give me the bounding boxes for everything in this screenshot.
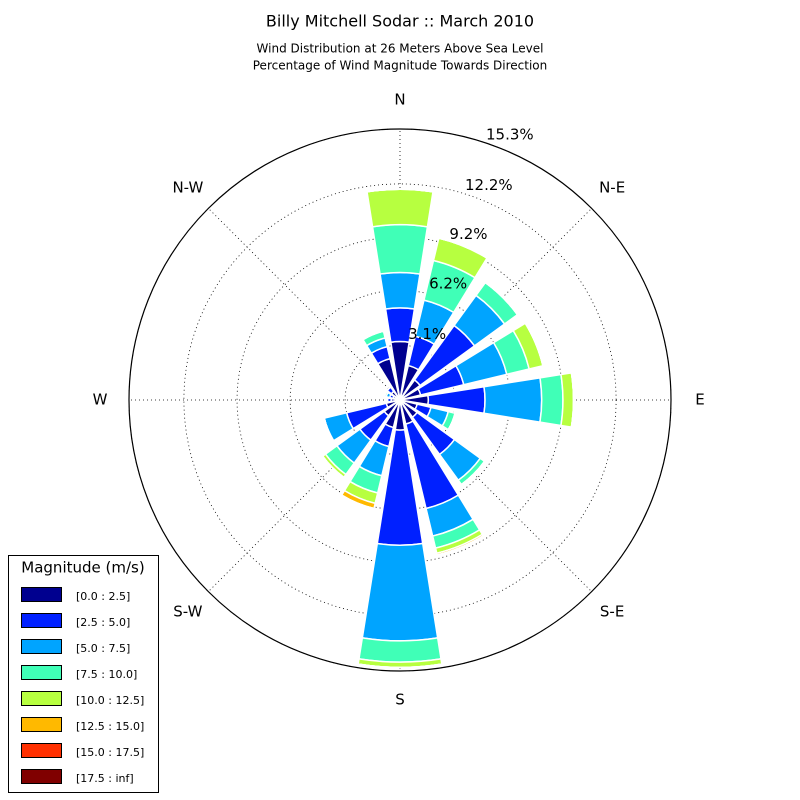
outer-circle	[128, 128, 672, 672]
legend-label: [12.5 : 15.0]	[76, 720, 144, 733]
wedge	[371, 223, 429, 275]
legend-swatch	[21, 743, 62, 758]
direction-label: W	[93, 391, 108, 409]
legend-label: [0.0 : 2.5]	[76, 590, 130, 603]
r-tick-label: 12.2%	[465, 176, 513, 194]
legend-label: [15.0 : 17.5]	[76, 746, 144, 759]
spoke	[208, 208, 401, 401]
legend-swatch	[21, 639, 62, 654]
legend-label: [10.0 : 12.5]	[76, 694, 144, 707]
r-tick-label: 3.1%	[408, 325, 446, 343]
wedge	[539, 373, 564, 427]
wedge	[483, 376, 543, 424]
direction-label: S-W	[173, 603, 202, 621]
wedge	[322, 455, 345, 478]
legend-swatch	[21, 665, 62, 680]
wedge	[362, 330, 384, 341]
direction-label: N-E	[599, 178, 625, 196]
legend-swatch	[21, 769, 62, 784]
wedge	[560, 371, 575, 429]
wedge	[438, 237, 488, 259]
wedge	[361, 542, 439, 642]
legend-swatch	[21, 587, 62, 602]
wedge	[383, 391, 388, 397]
chart-title: Billy Mitchell Sodar :: March 2010	[266, 12, 534, 31]
r-tick-label: 6.2%	[429, 274, 467, 292]
wedge	[437, 535, 484, 556]
direction-label: N-W	[172, 178, 203, 196]
legend-swatch	[21, 717, 62, 732]
wedge	[484, 281, 519, 316]
legend-label: [17.5 : inf]	[76, 772, 134, 785]
legend-label: [7.5 : 10.0]	[76, 668, 137, 681]
r-tick-label: 15.3%	[486, 125, 534, 143]
grid-circle	[183, 183, 617, 617]
direction-label: E	[695, 391, 704, 409]
wedge	[358, 637, 442, 663]
r-tick-label: 9.2%	[449, 225, 487, 243]
wedge	[379, 271, 421, 310]
wedge	[524, 322, 544, 366]
direction-label: N	[394, 91, 405, 109]
legend-swatch	[21, 613, 62, 628]
wedge	[366, 188, 434, 228]
legend-title: Magnitude (m/s)	[21, 559, 144, 577]
legend-label: [2.5 : 5.0]	[76, 616, 130, 629]
chart-subtitle: Percentage of Wind Magnitude Towards Dir…	[253, 59, 547, 73]
legend-label: [5.0 : 7.5]	[76, 642, 130, 655]
legend-swatch	[21, 691, 62, 706]
direction-label: S-E	[600, 603, 624, 621]
direction-label: S	[395, 691, 405, 709]
wedge	[570, 372, 575, 428]
chart-subtitle: Wind Distribution at 26 Meters Above Sea…	[257, 42, 544, 56]
